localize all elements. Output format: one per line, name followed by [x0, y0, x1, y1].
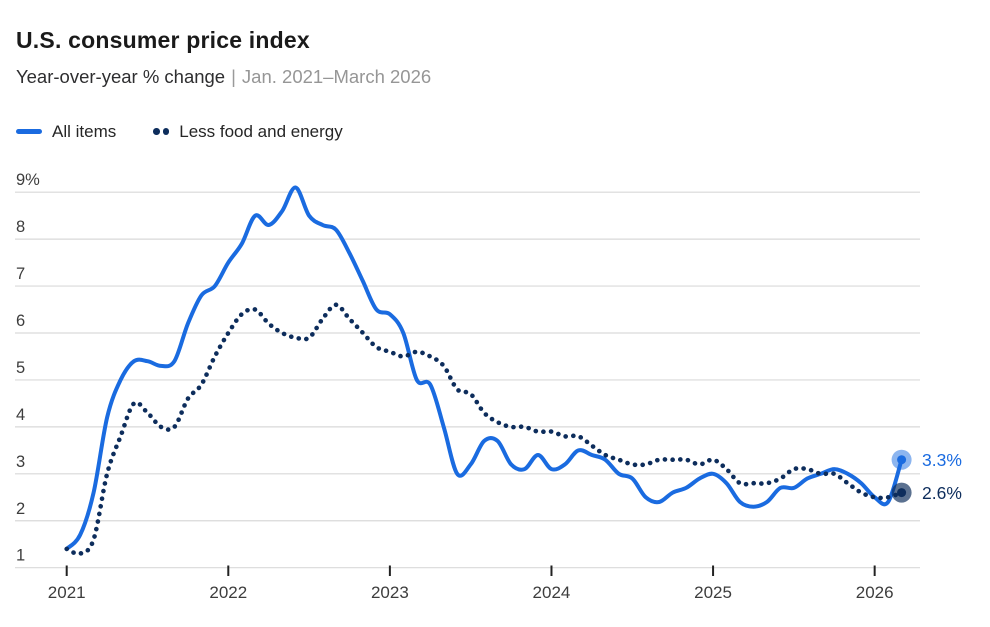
end-value-label-all-items: 3.3%	[922, 450, 962, 470]
end-dot	[897, 488, 907, 498]
x-axis: 2021 2022 2023 2024 2025 2026	[48, 565, 894, 602]
x-tick-label: 2025	[694, 583, 732, 602]
y-tick-label: 8	[16, 218, 25, 236]
x-tick-label: 2021	[48, 583, 86, 602]
chart-legend: All items Less food and energy	[16, 123, 343, 140]
end-marker-all-items: 3.3%	[891, 449, 962, 470]
y-axis-labels: 1 2 3 4 5 6 7 8 9%	[16, 171, 40, 565]
chart-subtitle: Year-over-year % change | Jan. 2021–March …	[16, 66, 432, 87]
dotted-line-swatch-icon	[153, 128, 170, 135]
y-tick-label: 5	[16, 359, 25, 377]
y-tick-label: 1	[16, 547, 25, 565]
page-title: U.S. consumer price index	[16, 27, 310, 53]
end-dot	[897, 455, 907, 465]
subtitle-divider: |	[231, 66, 236, 87]
x-tick-label: 2023	[371, 583, 409, 602]
subtitle-date-range: Jan. 2021–March 2026	[241, 66, 432, 87]
y-tick-label: 9%	[16, 171, 40, 189]
legend-item-all-items: All items	[16, 123, 116, 140]
legend-label-less-food-energy: Less food and energy	[179, 122, 343, 141]
end-marker-less-food-energy: 2.6%	[891, 482, 962, 503]
y-tick-label: 6	[16, 312, 25, 330]
legend-label-all-items: All items	[52, 122, 117, 141]
x-tick-label: 2026	[856, 583, 894, 602]
solid-line-swatch-icon	[16, 129, 42, 134]
end-value-label-less-food-energy: 2.6%	[922, 483, 962, 503]
x-tick-label: 2022	[209, 583, 247, 602]
y-tick-label: 4	[16, 406, 25, 424]
y-gridlines	[15, 191, 920, 569]
y-tick-label: 7	[16, 265, 25, 283]
series-line-less-food-energy	[64, 302, 904, 557]
legend-item-less-food-energy: Less food and energy	[153, 123, 343, 140]
series-line-all-items	[64, 185, 904, 551]
x-tick-label: 2024	[533, 583, 571, 602]
y-tick-label: 3	[16, 453, 25, 471]
y-tick-label: 2	[16, 500, 25, 518]
subtitle-measure: Year-over-year % change	[16, 66, 226, 87]
